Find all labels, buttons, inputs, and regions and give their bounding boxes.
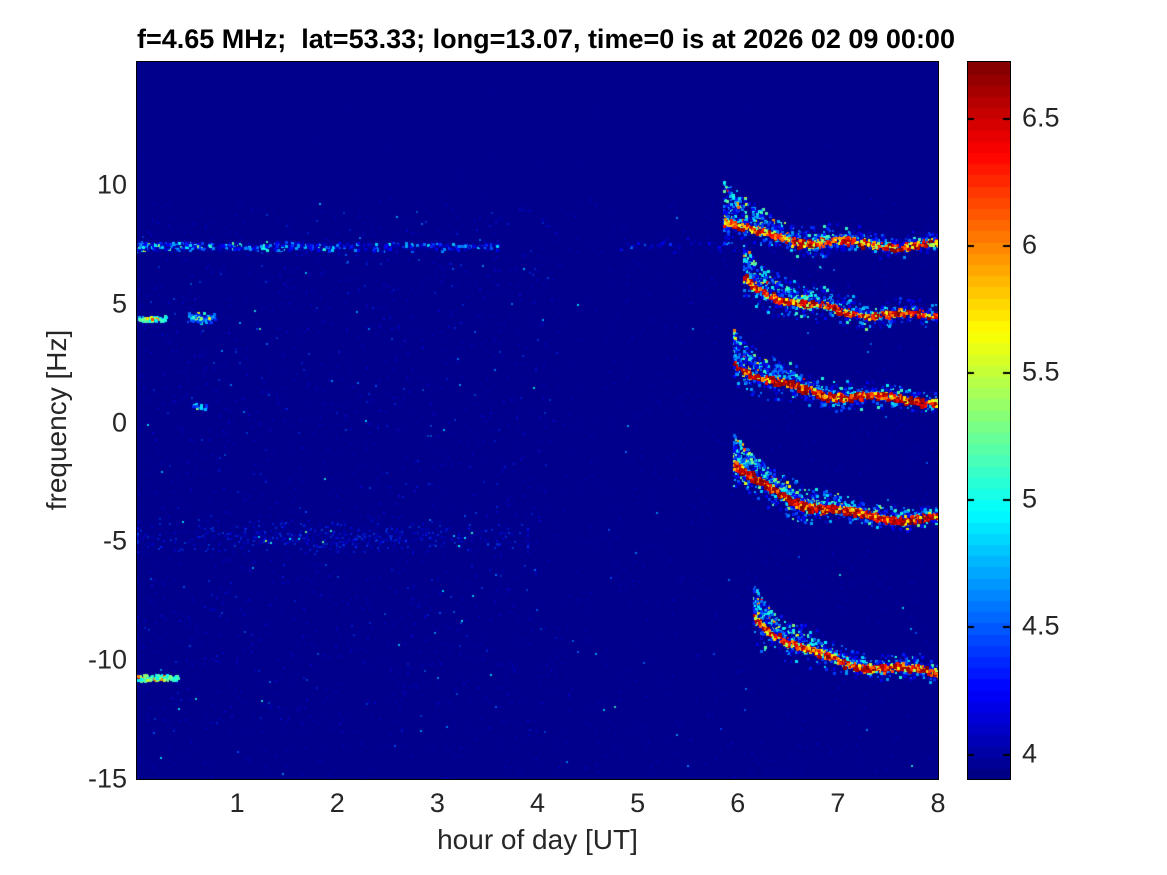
- y-tick-label: -10: [87, 644, 127, 675]
- x-tick-label: 7: [830, 788, 846, 818]
- colorbar-tick-label: 5: [1022, 483, 1038, 514]
- colorbar-tick-label: 6: [1022, 229, 1038, 260]
- y-tick-label: 0: [111, 407, 127, 438]
- x-tick-label: 2: [329, 788, 345, 818]
- y-tick-label: 5: [111, 288, 127, 319]
- spectrogram-plot: [136, 61, 939, 780]
- x-tick-label: 8: [930, 788, 946, 818]
- colorbar-tick-label: 4.5: [1022, 610, 1060, 641]
- colorbar: [967, 61, 1011, 780]
- x-tick-label: 3: [429, 788, 445, 818]
- colorbar-tick-label: 5.5: [1022, 356, 1060, 387]
- y-tick-label: 10: [96, 169, 127, 200]
- y-tick-label: -5: [102, 525, 127, 556]
- x-tick-label: 1: [229, 788, 245, 818]
- y-tick-label: -15: [87, 763, 127, 794]
- x-tick-label: 6: [730, 788, 746, 818]
- x-tick-label: 5: [630, 788, 646, 818]
- colorbar-tick-label: 4: [1022, 738, 1038, 769]
- colorbar-tick-label: 6.5: [1022, 102, 1060, 133]
- x-tick-label: 4: [529, 788, 546, 818]
- chart-title: f=4.65 MHz; lat=53.33; long=13.07, time=…: [137, 24, 955, 54]
- x-axis-label: hour of day [UT]: [437, 824, 638, 855]
